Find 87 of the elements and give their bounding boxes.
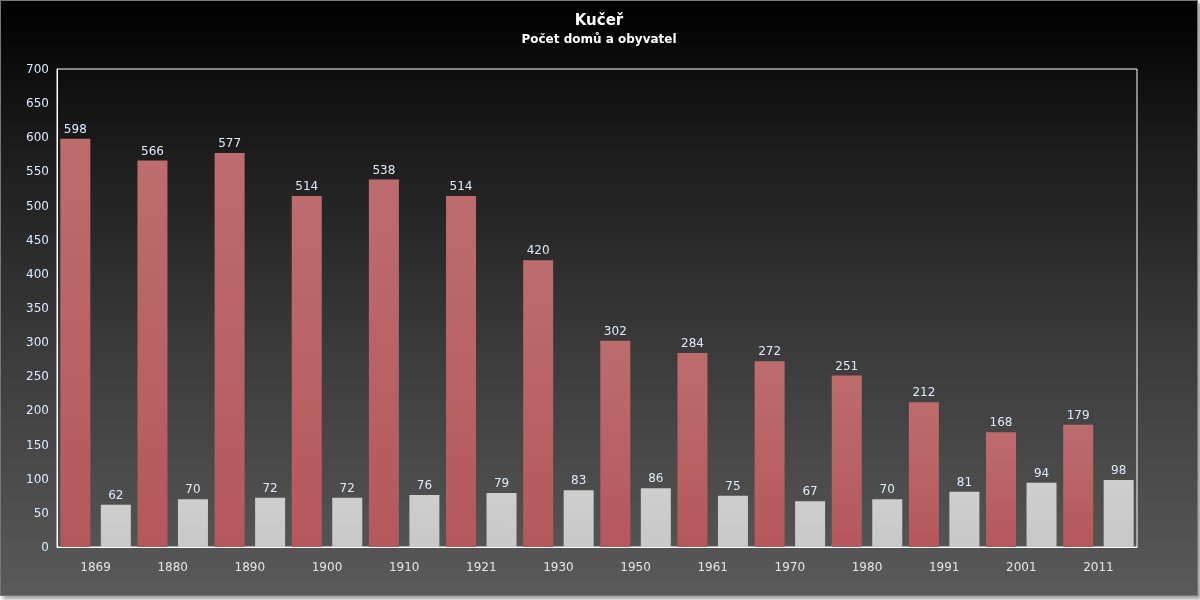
data-label: 70 <box>879 482 895 497</box>
y-tick-label: 400 <box>26 266 49 281</box>
bar <box>717 495 748 547</box>
data-label: 67 <box>802 484 818 499</box>
data-label: 83 <box>571 473 587 488</box>
bar <box>446 196 477 547</box>
data-label: 79 <box>493 476 510 491</box>
y-tick-label: 650 <box>26 96 49 111</box>
x-tick-label: 1900 <box>311 560 343 574</box>
y-tick-label: 300 <box>26 335 49 350</box>
x-tick-label: 2011 <box>1083 560 1114 574</box>
x-tick-label: 1961 <box>697 560 728 574</box>
data-label: 251 <box>835 358 859 373</box>
bar <box>255 497 286 547</box>
data-label: 94 <box>1033 465 1050 480</box>
y-tick-label: 350 <box>26 301 49 315</box>
bar <box>486 493 517 547</box>
y-tick-label: 100 <box>26 471 49 486</box>
bar <box>100 504 131 547</box>
y-tick-label: 500 <box>26 198 49 213</box>
bar <box>872 499 903 547</box>
bar <box>640 488 671 547</box>
bar <box>214 152 245 547</box>
bar <box>291 196 322 547</box>
x-tick-label: 1930 <box>543 560 574 574</box>
data-label: 81 <box>956 474 973 489</box>
data-label: 284 <box>681 336 704 351</box>
y-tick-label: 600 <box>26 130 49 145</box>
bar <box>368 179 399 547</box>
y-tick-label: 0 <box>41 540 49 554</box>
data-label: 70 <box>185 482 201 497</box>
data-label: 98 <box>1111 463 1127 478</box>
data-label: 212 <box>912 385 936 400</box>
x-tick-label: 1890 <box>234 560 266 574</box>
bar <box>600 340 631 547</box>
chart-title: Kučeř <box>574 10 624 29</box>
data-label: 566 <box>141 143 164 158</box>
data-label: 72 <box>339 480 355 495</box>
data-label: 302 <box>603 323 627 338</box>
y-tick-label: 200 <box>26 403 49 418</box>
data-label: 179 <box>1066 407 1090 422</box>
bar <box>986 432 1017 547</box>
data-label: 272 <box>758 344 782 359</box>
data-label: 75 <box>725 478 741 493</box>
bar <box>795 501 826 547</box>
y-tick-label: 700 <box>26 62 49 76</box>
bar <box>1063 424 1094 547</box>
data-label: 538 <box>372 162 396 177</box>
bar <box>1026 482 1057 547</box>
data-label: 76 <box>416 478 433 493</box>
y-tick-label: 250 <box>26 369 49 384</box>
data-label: 514 <box>449 179 473 194</box>
x-tick-label: 1910 <box>388 560 420 574</box>
data-label: 168 <box>989 415 1013 430</box>
bar <box>60 138 91 547</box>
bar <box>563 490 594 547</box>
x-tick-label: 2001 <box>1006 560 1037 574</box>
data-label: 86 <box>648 471 664 486</box>
x-tick-label: 1880 <box>157 560 188 574</box>
bar <box>177 499 208 547</box>
data-label: 577 <box>218 135 242 150</box>
data-label: 72 <box>262 480 278 495</box>
bar <box>754 361 785 547</box>
bar <box>332 497 363 547</box>
x-tick-label: 1991 <box>928 560 960 574</box>
y-tick-label: 150 <box>26 437 49 452</box>
y-tick-label: 450 <box>26 232 49 247</box>
x-tick-label: 1970 <box>774 560 806 574</box>
data-label: 420 <box>526 243 550 258</box>
y-tick-label: 50 <box>33 505 49 520</box>
y-tick-label: 550 <box>26 164 49 179</box>
bar <box>677 353 708 547</box>
x-tick-label: 1921 <box>466 560 497 574</box>
bar <box>908 402 939 547</box>
data-label: 62 <box>108 487 124 502</box>
bar <box>137 160 168 547</box>
data-label: 514 <box>295 179 319 194</box>
bar <box>831 375 862 547</box>
chart-subtitle: Počet domů a obyvatel <box>521 32 677 46</box>
bar <box>949 491 980 547</box>
x-tick-label: 1980 <box>851 560 883 574</box>
bar <box>1103 480 1134 547</box>
bar <box>523 260 554 547</box>
x-tick-label: 1869 <box>80 560 111 574</box>
data-label: 598 <box>63 121 87 136</box>
x-tick-label: 1950 <box>620 560 651 574</box>
bar <box>409 495 440 547</box>
